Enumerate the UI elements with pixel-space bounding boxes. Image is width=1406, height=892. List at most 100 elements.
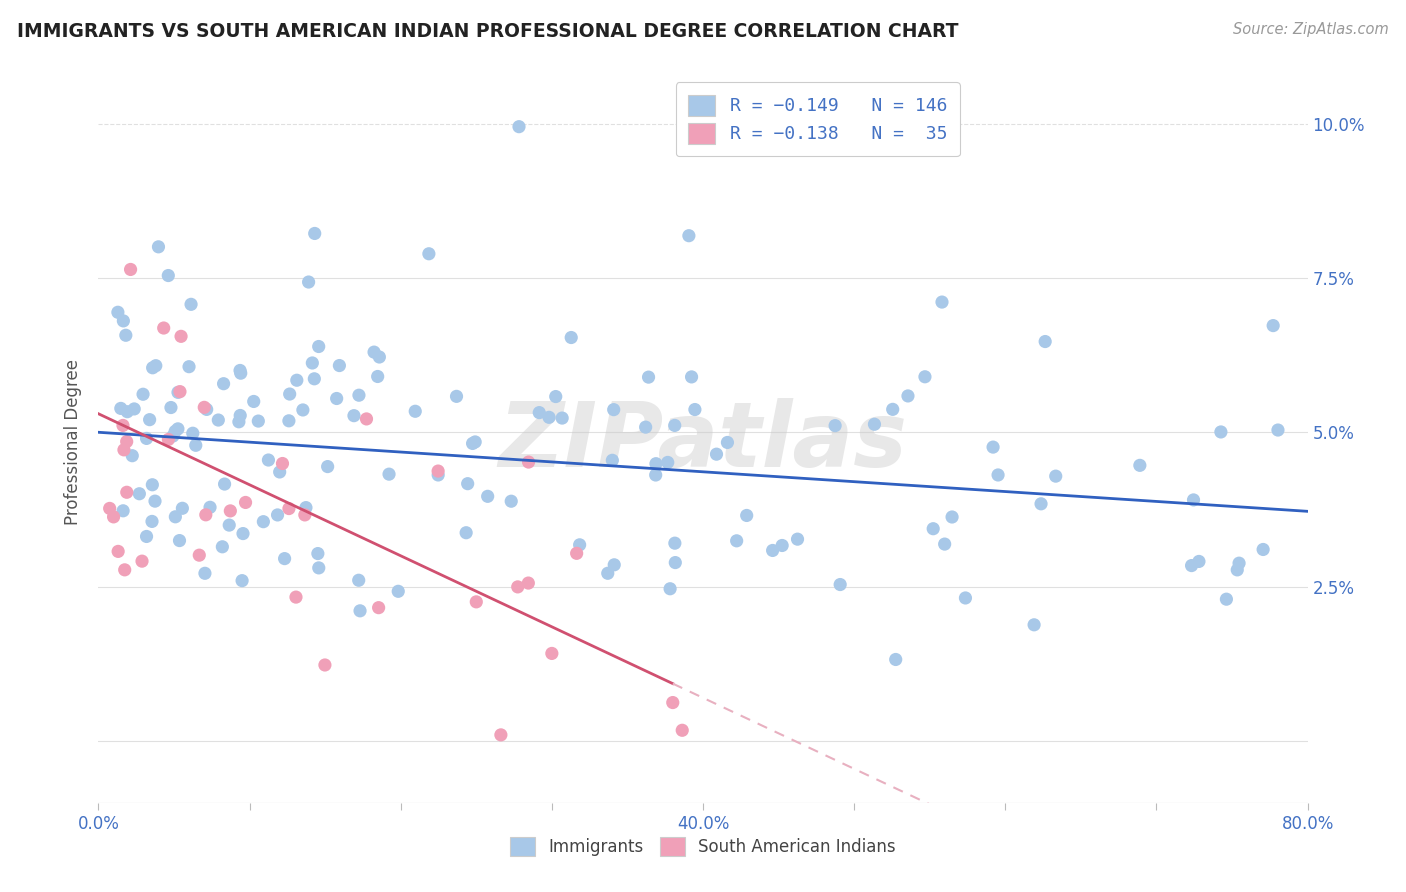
Point (328, 359, 350, 373)
Point (501, 494, 523, 508)
Point (162, 429, 184, 443)
Point (1188, 554, 1211, 568)
Point (219, 504, 242, 518)
Point (706, 447, 728, 461)
Point (143, 494, 166, 508)
Point (884, 652, 907, 666)
Point (188, 548, 211, 562)
Point (122, 401, 145, 416)
Point (229, 363, 252, 377)
Point (194, 566, 217, 581)
Point (1182, 492, 1205, 507)
Point (378, 467, 401, 482)
Point (664, 418, 686, 433)
Point (477, 489, 499, 503)
Point (565, 546, 588, 560)
Point (165, 509, 187, 524)
Point (212, 376, 235, 391)
Point (247, 414, 270, 428)
Point (637, 370, 659, 384)
Point (229, 366, 252, 380)
Point (683, 402, 706, 417)
Point (152, 321, 174, 335)
Point (294, 508, 316, 522)
Point (117, 405, 139, 419)
Point (131, 554, 153, 568)
Point (786, 532, 808, 546)
Point (169, 533, 191, 548)
Point (132, 387, 155, 401)
Point (107, 544, 129, 558)
Point (634, 420, 657, 434)
Point (671, 723, 693, 738)
Point (1129, 458, 1152, 473)
Point (135, 432, 157, 446)
Point (165, 425, 187, 439)
Point (291, 403, 314, 417)
Point (103, 509, 125, 524)
Point (418, 246, 440, 260)
Point (142, 360, 165, 375)
Point (257, 453, 280, 467)
Point (363, 345, 385, 359)
Point (404, 404, 426, 418)
Point (934, 537, 956, 551)
Point (184, 438, 207, 452)
Point (141, 477, 163, 491)
Point (316, 459, 339, 474)
Point (1180, 558, 1202, 573)
Point (1029, 497, 1052, 511)
Point (664, 536, 686, 550)
Point (603, 558, 626, 572)
Point (1045, 469, 1067, 483)
Point (148, 240, 170, 254)
Point (266, 508, 288, 522)
Point (273, 551, 295, 566)
Point (681, 370, 703, 384)
Point (198, 500, 221, 515)
Point (169, 384, 191, 399)
Point (269, 465, 291, 479)
Point (285, 373, 308, 387)
Point (1022, 617, 1045, 632)
Point (235, 495, 257, 509)
Point (110, 401, 132, 416)
Y-axis label: Professional Degree: Professional Degree (65, 359, 83, 524)
Point (367, 600, 389, 615)
Point (941, 510, 963, 524)
Text: ZIPatlas: ZIPatlas (499, 398, 907, 485)
Point (314, 658, 336, 673)
Point (367, 369, 389, 384)
Point (914, 369, 936, 384)
Point (157, 268, 180, 283)
Point (308, 561, 330, 575)
Point (145, 359, 167, 373)
Point (229, 409, 252, 423)
Point (347, 574, 370, 588)
Point (1227, 556, 1250, 570)
Point (180, 297, 202, 311)
Point (277, 414, 299, 428)
Point (987, 467, 1010, 482)
Point (301, 356, 323, 370)
Point (863, 417, 886, 432)
Point (465, 595, 488, 609)
Point (167, 385, 190, 400)
Point (661, 696, 683, 710)
Point (824, 418, 846, 433)
Point (347, 388, 370, 402)
Point (121, 449, 143, 463)
Point (508, 120, 530, 134)
Point (645, 457, 668, 471)
Point (1209, 425, 1232, 439)
Point (115, 434, 138, 449)
Point (181, 426, 204, 441)
Point (211, 540, 233, 554)
Point (172, 501, 194, 516)
Point (307, 547, 329, 561)
Point (537, 410, 560, 425)
Point (517, 576, 540, 591)
Point (560, 330, 582, 344)
Point (214, 477, 236, 491)
Point (830, 577, 852, 591)
